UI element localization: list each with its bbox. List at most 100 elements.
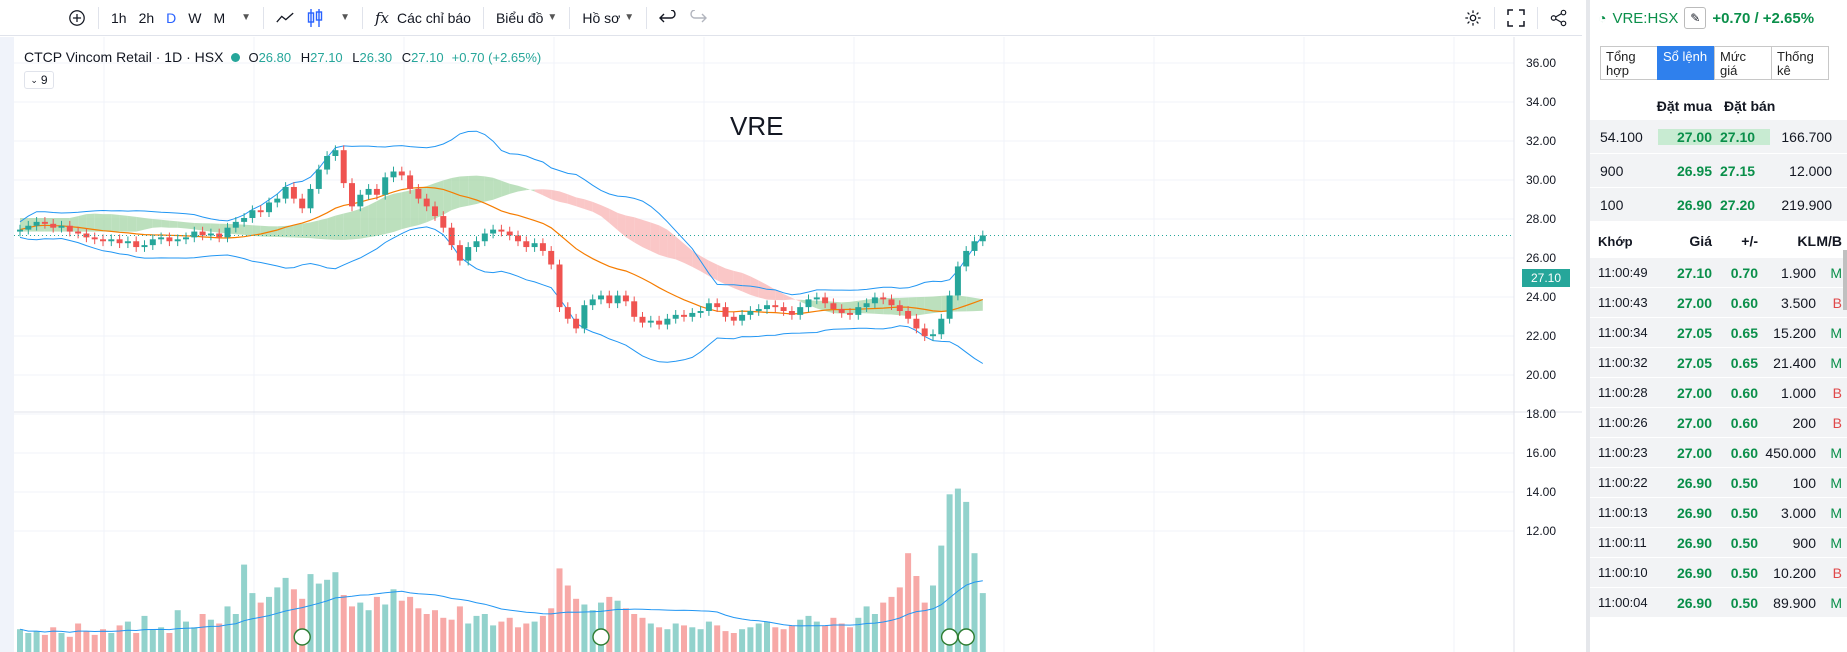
- event-marker-icon: [957, 628, 975, 646]
- interval-1h[interactable]: 1h: [111, 9, 127, 26]
- volume-bar: [647, 623, 654, 652]
- volume-bar: [888, 596, 895, 652]
- trade-time: 11:00:13: [1598, 505, 1648, 520]
- indicators-button[interactable]: fx Các chỉ báo: [369, 3, 477, 33]
- candle-body: [863, 303, 870, 308]
- ichimoku-cloud-segment: [136, 216, 145, 232]
- interval-d[interactable]: D: [166, 9, 177, 26]
- tab-summary[interactable]: Tổng hợp: [1600, 46, 1658, 80]
- ichimoku-cloud-segment: [443, 177, 452, 215]
- volume-bar: [764, 621, 770, 652]
- col-side: M/B: [1816, 233, 1842, 249]
- volume-bar: [639, 617, 646, 652]
- ichimoku-cloud-segment: [534, 189, 543, 196]
- ichimoku-cloud-segment: [559, 191, 568, 204]
- orderbook-row[interactable]: 100 26.90 27.20 219.900: [1590, 188, 1847, 222]
- ichimoku-cloud-segment: [733, 270, 743, 292]
- redo-button[interactable]: [683, 3, 713, 33]
- pencil-icon[interactable]: ✎: [1684, 7, 1707, 29]
- panel-header: ◔ VRE:HSX ✎ +0.70 / +2.65%: [1590, 0, 1847, 36]
- candle-body: [954, 266, 961, 296]
- volume-bar: [905, 553, 912, 652]
- interval-2h[interactable]: 2h: [138, 9, 155, 26]
- volume-bar: [515, 627, 521, 652]
- candle-style-button[interactable]: [300, 3, 330, 33]
- volume-bar: [963, 501, 970, 652]
- profile-menu-button[interactable]: Hồ sơ ▼: [576, 3, 640, 33]
- trade-change: 0.50: [1730, 594, 1758, 611]
- toolbar-divider: [1537, 6, 1538, 29]
- volume-bar: [631, 614, 638, 652]
- candle-body: [780, 307, 787, 311]
- orderbook-row[interactable]: 54.100 27.00 27.10 166.700: [1590, 120, 1847, 154]
- candle-body: [224, 227, 231, 238]
- interval-dropdown[interactable]: ▼: [231, 3, 257, 33]
- legend-collapse-button[interactable]: ⌄ 9: [24, 71, 54, 89]
- interval-m[interactable]: M: [213, 9, 226, 26]
- volume-bar: [83, 631, 90, 652]
- trade-row: 11:00:23 27.00 0.60 450.000 M: [1590, 438, 1847, 468]
- ichimoku-cloud-segment: [916, 296, 925, 316]
- ichimoku-cloud-segment: [468, 175, 477, 206]
- trades-list: 11:00:49 27.10 0.70 1.900 M 11:00:43 27.00 0.60…: [1590, 258, 1847, 618]
- profile-menu-label: Hồ sơ: [582, 9, 621, 26]
- panel-symbol[interactable]: VRE:HSX: [1612, 9, 1679, 27]
- ask-price: 27.10: [1716, 128, 1770, 145]
- candle-body: [963, 250, 970, 267]
- tab-statistics[interactable]: Thống kê: [1771, 46, 1829, 80]
- candle-body: [191, 231, 198, 238]
- trade-side: M: [1830, 534, 1842, 551]
- share-button[interactable]: [1544, 3, 1574, 33]
- panel-tabs: Tổng hợp Sổ lệnh Mức giá Thống kê: [1600, 46, 1847, 80]
- panel-scrollbar[interactable]: [1843, 250, 1847, 310]
- candle-body: [921, 328, 928, 337]
- ichimoku-cloud-segment: [684, 243, 693, 267]
- candle-body: [373, 188, 380, 195]
- candle-body: [423, 198, 430, 207]
- price-chart[interactable]: [14, 37, 1582, 652]
- toolbar-divider: [569, 6, 571, 29]
- volume-bar: [423, 614, 430, 652]
- orderbook-row[interactable]: 900 26.95 27.15 12.000: [1590, 154, 1847, 188]
- trade-change: 0.60: [1730, 444, 1758, 461]
- volume-bar: [954, 488, 961, 652]
- ask-price: 27.20: [1720, 196, 1756, 213]
- ichimoku-cloud-segment: [127, 215, 137, 232]
- fullscreen-button[interactable]: [1501, 3, 1531, 33]
- volume-bar: [556, 568, 563, 652]
- trade-time: 11:00:26: [1598, 415, 1648, 430]
- trade-price: 26.90: [1676, 474, 1712, 491]
- volume-bar: [141, 615, 148, 652]
- add-symbol-button[interactable]: [62, 3, 92, 33]
- col-volume: KL: [1797, 233, 1816, 249]
- candle-body: [50, 223, 57, 228]
- volume-bar: [863, 606, 870, 652]
- volume-bar: [606, 596, 613, 652]
- price-axis-label: 14.00: [1526, 485, 1557, 499]
- volume-bar: [705, 621, 712, 652]
- tab-price-levels[interactable]: Mức giá: [1714, 46, 1772, 80]
- candle-body: [697, 311, 704, 313]
- candle-body: [938, 318, 945, 335]
- undo-button[interactable]: [653, 3, 683, 33]
- candlestick-icon: [307, 8, 323, 27]
- chart-menu-button[interactable]: Biểu đồ ▼: [490, 3, 563, 33]
- interval-w[interactable]: W: [188, 9, 202, 26]
- ichimoku-cloud-segment: [592, 201, 601, 217]
- chart-pane[interactable]: CTCP Vincom Retail · 1D · HSX O26.80 H27…: [0, 37, 1582, 652]
- legend-low: 26.30: [359, 49, 393, 65]
- candle-body: [183, 237, 189, 240]
- ichimoku-cloud-segment: [53, 218, 62, 232]
- volume-bar: [100, 629, 106, 652]
- line-style-button[interactable]: [270, 3, 300, 33]
- tab-orderbook[interactable]: Sổ lệnh: [1657, 46, 1715, 80]
- legend-symbol[interactable]: CTCP Vincom Retail · 1D · HSX: [24, 49, 224, 65]
- volume-bar: [880, 602, 887, 652]
- volume-bar: [398, 600, 405, 652]
- settings-button[interactable]: [1458, 3, 1488, 33]
- chart-style-dropdown[interactable]: ▼: [330, 3, 356, 33]
- ichimoku-cloud-segment: [542, 189, 552, 200]
- price-axis-label: 26.00: [1526, 251, 1557, 265]
- trade-side: M: [1830, 504, 1842, 521]
- trade-side: M: [1830, 264, 1842, 281]
